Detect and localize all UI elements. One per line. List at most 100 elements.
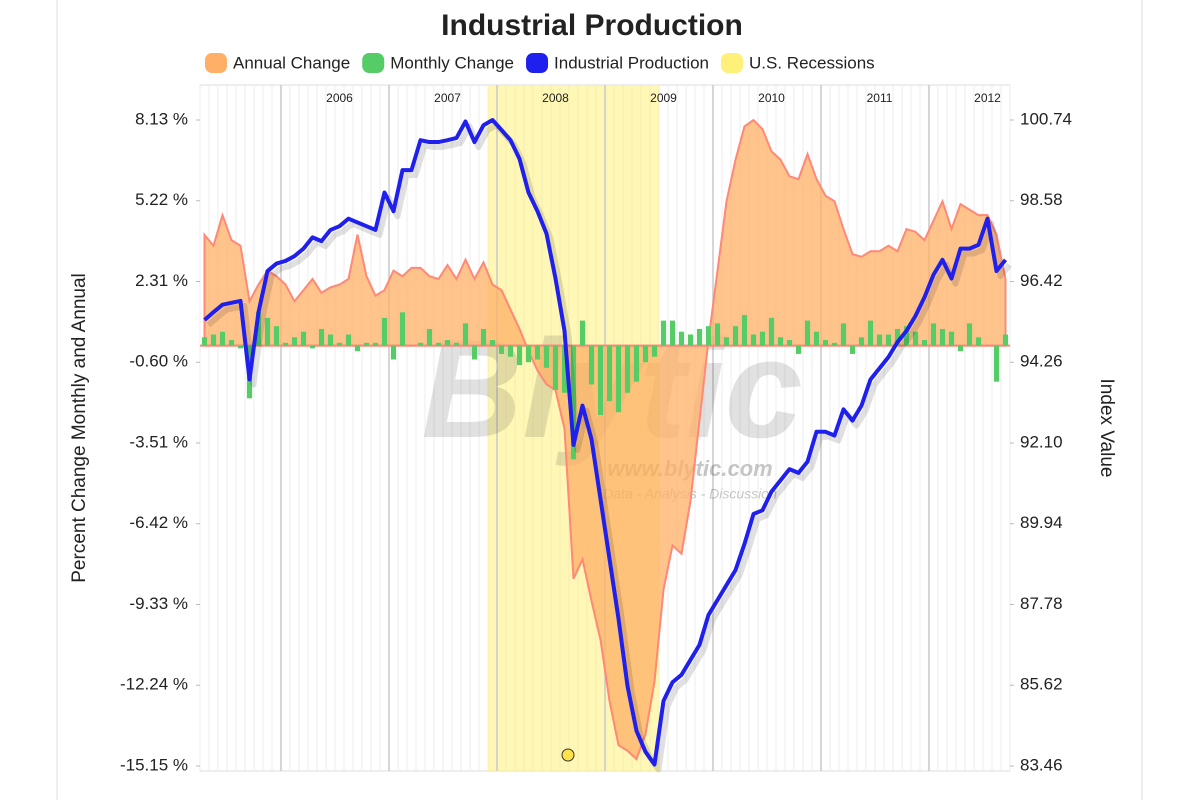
x-tick-label: 2012: [974, 91, 1001, 105]
monthly-change-bar: [462, 323, 469, 346]
y2-tick-label: 94.26: [1020, 352, 1063, 371]
monthly-change-bar: [264, 317, 271, 346]
monthly-change-bar: [939, 328, 946, 346]
monthly-change-bar: [660, 320, 667, 346]
monthly-change-bar: [966, 323, 973, 346]
monthly-change-bar: [741, 315, 748, 346]
monthly-change-bar: [435, 342, 442, 346]
monthly-change-bar: [507, 345, 514, 357]
monthly-change-bar: [669, 320, 676, 346]
monthly-change-bar: [813, 331, 820, 346]
monthly-change-bar: [903, 326, 910, 346]
monthly-change-bar: [228, 340, 235, 346]
monthly-change-bar: [417, 342, 424, 346]
monthly-change-bar: [219, 331, 226, 346]
monthly-change-bar: [381, 317, 388, 346]
y-tick-label: -9.33 %: [129, 594, 188, 613]
monthly-change-bar: [444, 340, 451, 346]
monthly-change-bar: [633, 345, 640, 382]
industrial-production-line: [203, 118, 1008, 767]
y2-tick-label: 85.62: [1020, 675, 1063, 694]
monthly-change-bar: [561, 345, 568, 393]
x-tick-label: 2009: [650, 91, 677, 105]
monthly-change-bar: [282, 342, 289, 346]
monthly-change-bar: [642, 345, 649, 363]
legend-label: Monthly Change: [390, 53, 514, 72]
monthly-change-bar: [363, 342, 370, 346]
monthly-change-bar: [696, 328, 703, 346]
y2-tick-label: 89.94: [1020, 513, 1063, 532]
monthly-change-bar: [975, 337, 982, 346]
monthly-change-bar: [831, 342, 838, 346]
y-tick-label: -6.42 %: [129, 513, 188, 532]
monthly-change-bar: [516, 345, 523, 366]
y2-axis-title: Index Value: [1096, 379, 1117, 478]
legend-label: Annual Change: [233, 53, 350, 72]
legend-label: Industrial Production: [554, 53, 709, 72]
monthly-change-bar: [318, 328, 325, 346]
monthly-change-bar: [723, 337, 730, 346]
monthly-change-bar: [498, 345, 505, 354]
monthly-change-bar: [651, 345, 658, 357]
y2-tick-label: 87.78: [1020, 594, 1063, 613]
monthly-change-bar: [795, 345, 802, 354]
monthly-change-bar: [750, 334, 757, 346]
monthly-change-bar: [255, 312, 262, 346]
y2-tick-label: 92.10: [1020, 432, 1063, 451]
monthly-change-bar: [597, 345, 604, 415]
legend-swatch: [526, 53, 549, 73]
monthly-change-bar: [300, 331, 307, 346]
monthly-change-bar: [930, 323, 937, 346]
monthly-change-bar: [867, 320, 874, 346]
monthly-change-bar: [921, 340, 928, 346]
event-icon: [561, 748, 575, 762]
monthly-change-bar: [390, 345, 397, 360]
monthly-change-bar: [408, 345, 415, 347]
monthly-change-bar: [687, 334, 694, 346]
monthly-change-bar: [984, 345, 991, 347]
monthly-change-bar: [489, 340, 496, 346]
line-shadow: [206, 122, 1012, 773]
monthly-change-bar: [912, 331, 919, 346]
monthly-change-bar: [201, 337, 208, 346]
monthly-change-bar: [327, 334, 334, 346]
monthly-change-bar: [453, 342, 460, 346]
monthly-change-bar: [885, 334, 892, 346]
monthly-change-bar: [606, 345, 613, 402]
x-tick-label: 2007: [434, 91, 461, 105]
monthly-change-bar: [336, 342, 343, 346]
x-tick-label: 2011: [867, 91, 893, 105]
monthly-change-bar: [705, 326, 712, 346]
monthly-change-bar: [525, 345, 532, 363]
monthly-change-bar: [1002, 334, 1009, 346]
monthly-change-bar: [372, 342, 379, 346]
monthly-change-bar: [534, 345, 541, 360]
monthly-change-bar: [237, 345, 244, 349]
monthly-change-bar: [732, 326, 739, 346]
legend-swatch: [721, 53, 744, 73]
monthly-change-bar: [210, 334, 217, 346]
y2-tick-label: 100.74: [1020, 109, 1072, 128]
legend-swatch: [362, 53, 385, 73]
monthly-change-bar: [957, 345, 964, 352]
monthly-change-bar: [588, 345, 595, 385]
monthly-change-bar: [822, 340, 829, 346]
monthly-change-bar: [615, 345, 622, 413]
monthly-change-bar: [345, 334, 352, 346]
legend-label: U.S. Recessions: [749, 53, 875, 72]
y2-tick-label: 96.42: [1020, 271, 1063, 290]
monthly-change-bar: [543, 345, 550, 368]
monthly-change-bar: [291, 337, 298, 346]
monthly-change-bar: [471, 345, 478, 360]
y-tick-label: -3.51 %: [129, 432, 188, 451]
y-tick-label: 5.22 %: [135, 190, 188, 209]
monthly-change-bar: [678, 331, 685, 346]
monthly-change-bar: [804, 320, 811, 346]
monthly-change-bar: [849, 345, 856, 354]
monthly-change-bar: [840, 323, 847, 346]
monthly-change-bar: [777, 337, 784, 346]
monthly-change-bar: [354, 345, 361, 352]
y-tick-label: 2.31 %: [135, 271, 188, 290]
